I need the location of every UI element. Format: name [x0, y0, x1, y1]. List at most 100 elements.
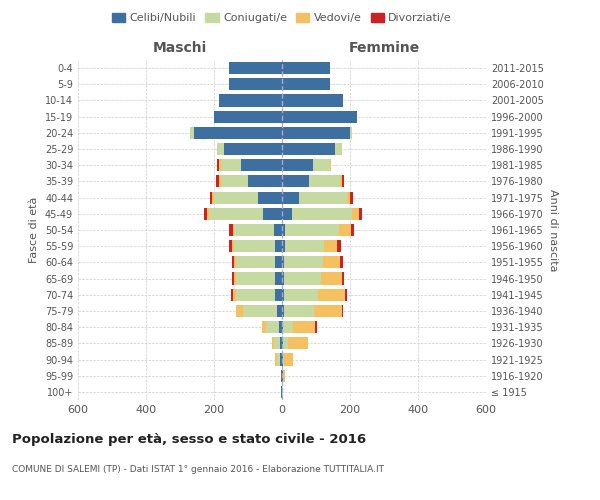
Bar	[284, 272, 321, 284]
Bar	[204, 208, 207, 220]
Bar	[212, 192, 214, 203]
Bar	[284, 305, 314, 317]
Bar	[219, 176, 221, 188]
Y-axis label: Anni di nascita: Anni di nascita	[548, 188, 557, 271]
Bar	[275, 272, 282, 284]
Bar	[217, 176, 219, 188]
Bar	[282, 240, 285, 252]
Bar	[209, 208, 263, 220]
Bar	[282, 321, 283, 333]
Bar	[288, 338, 308, 349]
Bar	[229, 62, 282, 74]
Y-axis label: Fasce di età: Fasce di età	[29, 197, 39, 263]
Bar	[235, 256, 236, 268]
Bar	[340, 256, 343, 268]
Bar	[262, 321, 266, 333]
Bar	[318, 288, 345, 301]
Bar	[280, 338, 282, 349]
Bar	[217, 143, 224, 155]
Bar	[282, 159, 313, 172]
Bar	[219, 94, 282, 106]
Bar	[282, 288, 284, 301]
Bar	[280, 354, 282, 366]
Bar	[231, 288, 233, 301]
Bar	[324, 240, 337, 252]
Text: Maschi: Maschi	[153, 41, 207, 55]
Bar	[209, 192, 212, 203]
Bar	[341, 176, 344, 188]
Bar	[284, 354, 293, 366]
Bar	[229, 224, 233, 236]
Bar	[284, 288, 318, 301]
Bar	[233, 288, 236, 301]
Bar	[274, 338, 280, 349]
Bar	[282, 78, 329, 90]
Bar	[337, 240, 341, 252]
Bar	[236, 305, 243, 317]
Bar	[282, 94, 343, 106]
Bar	[224, 143, 282, 155]
Bar	[282, 208, 292, 220]
Bar	[236, 288, 275, 301]
Bar	[282, 176, 309, 188]
Bar	[283, 370, 285, 382]
Bar	[292, 208, 352, 220]
Bar	[293, 321, 315, 333]
Bar	[214, 192, 258, 203]
Bar	[309, 176, 340, 188]
Bar	[281, 370, 282, 382]
Bar	[350, 192, 353, 203]
Bar	[339, 224, 351, 236]
Bar	[233, 224, 235, 236]
Bar	[321, 272, 341, 284]
Bar	[263, 208, 282, 220]
Bar	[281, 386, 282, 398]
Bar	[323, 256, 340, 268]
Bar	[275, 240, 282, 252]
Bar	[282, 305, 284, 317]
Bar	[315, 321, 317, 333]
Bar	[350, 127, 352, 139]
Bar	[241, 159, 282, 172]
Bar	[275, 288, 282, 301]
Bar	[285, 240, 324, 252]
Bar	[243, 305, 277, 317]
Bar	[275, 354, 277, 366]
Bar	[232, 240, 234, 252]
Bar	[277, 305, 282, 317]
Text: Popolazione per età, sesso e stato civile - 2016: Popolazione per età, sesso e stato civil…	[12, 432, 366, 446]
Bar	[221, 176, 248, 188]
Bar	[282, 224, 285, 236]
Legend: Celibi/Nubili, Coniugati/e, Vedovi/e, Divorziati/e: Celibi/Nubili, Coniugati/e, Vedovi/e, Di…	[107, 8, 457, 28]
Bar	[340, 176, 341, 188]
Bar	[279, 321, 282, 333]
Bar	[282, 272, 284, 284]
Bar	[235, 224, 274, 236]
Bar	[234, 240, 275, 252]
Bar	[352, 208, 359, 220]
Bar	[219, 159, 221, 172]
Bar	[214, 110, 282, 122]
Bar	[229, 240, 232, 252]
Bar	[277, 354, 280, 366]
Bar	[347, 192, 350, 203]
Bar	[351, 224, 355, 236]
Bar	[221, 159, 241, 172]
Bar	[282, 370, 283, 382]
Bar	[232, 272, 235, 284]
Bar	[229, 78, 282, 90]
Bar	[314, 305, 341, 317]
Bar	[194, 127, 282, 139]
Bar	[217, 159, 219, 172]
Bar	[283, 321, 293, 333]
Bar	[282, 110, 357, 122]
Bar	[275, 256, 282, 268]
Bar	[207, 208, 209, 220]
Bar	[258, 192, 282, 203]
Bar	[282, 143, 335, 155]
Text: Femmine: Femmine	[349, 41, 419, 55]
Bar	[329, 159, 331, 172]
Bar	[274, 224, 282, 236]
Bar	[282, 192, 299, 203]
Bar	[266, 321, 279, 333]
